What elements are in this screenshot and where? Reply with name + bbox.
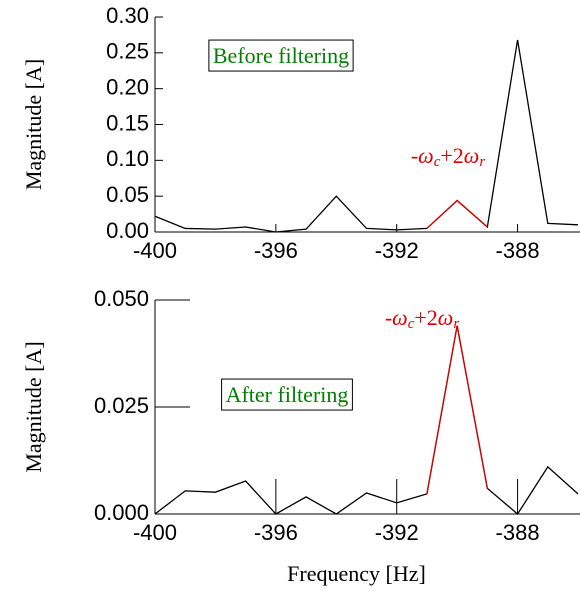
x-tick-label: -396: [254, 238, 298, 263]
annotation: -ωc+2ωr: [411, 143, 486, 170]
annotation-part: ω: [438, 305, 454, 330]
annotation-box: [221, 378, 353, 411]
y-axis-label: Magnitude [A]: [21, 341, 46, 472]
x-tick-label: -400: [133, 238, 177, 263]
series-line: [154, 325, 579, 515]
x-tick-label: -388: [496, 238, 540, 263]
y-tick-label: 0.000: [94, 500, 149, 525]
y-axis-label: Magnitude [A]: [21, 59, 46, 190]
x-tick-label: -400: [133, 520, 177, 545]
series-line: [154, 39, 579, 233]
x-tick-label: -392: [375, 520, 419, 545]
y-tick-label: 0.15: [106, 110, 149, 135]
annotation: After filtering: [226, 382, 349, 407]
annotation-part: ω: [418, 143, 434, 168]
y-tick-label: 0.20: [106, 74, 149, 99]
y-tick-label: 0.30: [106, 3, 149, 28]
annotation: -ωc+2ωr: [385, 305, 460, 332]
annotation-part: c: [434, 154, 441, 170]
x-tick-label: -388: [496, 520, 540, 545]
annotation-part: ω: [464, 143, 480, 168]
x-tick-label: -392: [375, 238, 419, 263]
annotation-part: After filtering: [226, 382, 349, 407]
annotation-part: r: [479, 154, 485, 170]
x-axis-label: Frequency [Hz]: [287, 561, 426, 586]
annotation-box: [208, 39, 354, 72]
annotation-part: -: [411, 143, 418, 168]
annotation-part: +2: [440, 143, 463, 168]
annotation-part: +2: [414, 305, 437, 330]
annotation-part: c: [408, 316, 415, 332]
annotation-part: ω: [392, 305, 408, 330]
annotation: Before filtering: [213, 43, 349, 68]
y-tick-label: 0.10: [106, 146, 149, 171]
y-tick-label: 0.050: [94, 286, 149, 311]
y-tick-label: 0.05: [106, 182, 149, 207]
series-line: [426, 325, 488, 494]
y-tick-label: 0.00: [106, 218, 149, 243]
x-tick-label: -396: [254, 520, 298, 545]
annotation-part: -: [385, 305, 392, 330]
annotation-part: Before filtering: [213, 43, 349, 68]
annotation-part: r: [453, 316, 459, 332]
series-line: [426, 199, 488, 229]
y-tick-label: 0.25: [106, 39, 149, 64]
y-tick-label: 0.025: [94, 393, 149, 418]
